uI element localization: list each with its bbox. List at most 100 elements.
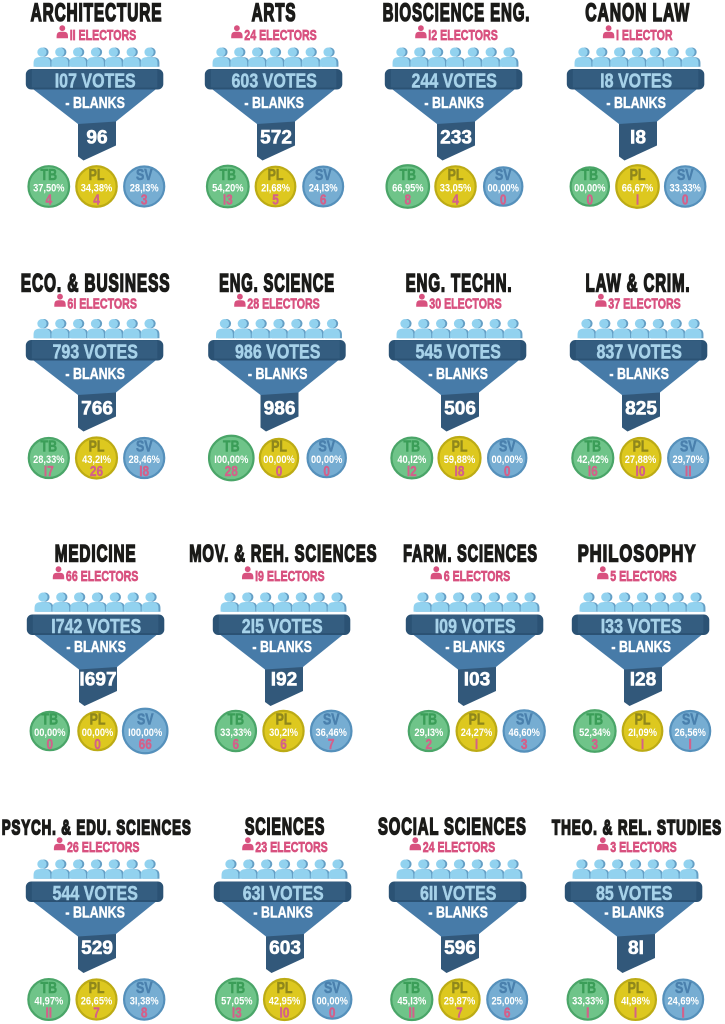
svg-text:986: 986 — [264, 398, 296, 419]
svg-text:66,67%: 66,67% — [622, 183, 654, 195]
svg-text:26 ELECTORS: 26 ELECTORS — [67, 838, 140, 855]
svg-text:SV: SV — [323, 710, 340, 728]
svg-text:SV: SV — [136, 166, 153, 184]
svg-text:23 ELECTORS: 23 ELECTORS — [255, 838, 328, 855]
svg-text:- BLANKS: - BLANKS — [424, 95, 484, 113]
svg-text:I0: I0 — [280, 1004, 290, 1020]
svg-text:SV: SV — [136, 437, 153, 455]
svg-text:I0: I0 — [636, 463, 646, 479]
svg-text:3: 3 — [141, 191, 148, 207]
svg-text:4: 4 — [45, 191, 52, 207]
svg-text:596: 596 — [444, 938, 476, 959]
svg-text:I697: I697 — [79, 669, 116, 690]
svg-text:SV: SV — [675, 979, 692, 997]
svg-text:7: 7 — [456, 1004, 463, 1020]
svg-text:4: 4 — [452, 191, 459, 207]
svg-text:SCIENCES: SCIENCES — [245, 814, 325, 841]
svg-text:- BLANKS: - BLANKS — [611, 639, 671, 657]
svg-text:00,00%: 00,00% — [316, 996, 348, 1008]
svg-text:I: I — [636, 191, 639, 207]
svg-text:SV: SV — [324, 979, 341, 997]
svg-text:PHILOSOPHY: PHILOSOPHY — [578, 540, 697, 567]
svg-text:545 VOTES: 545 VOTES — [416, 341, 501, 363]
svg-text:36,46%: 36,46% — [315, 728, 347, 740]
svg-text:42,95%: 42,95% — [269, 996, 301, 1008]
svg-text:233: 233 — [440, 127, 472, 148]
svg-text:PL: PL — [635, 710, 651, 728]
svg-text:- BLANKS: - BLANKS — [252, 639, 312, 657]
svg-text:2I,09%: 2I,09% — [628, 728, 657, 740]
svg-text:6II VOTES: 6II VOTES — [420, 882, 496, 904]
svg-text:2: 2 — [425, 736, 432, 752]
svg-text:28,I3%: 28,I3% — [130, 183, 159, 195]
svg-text:TB: TB — [41, 437, 58, 455]
svg-text:PL: PL — [268, 166, 284, 184]
svg-text:766: 766 — [81, 398, 113, 419]
svg-text:I00,00%: I00,00% — [128, 728, 162, 740]
svg-text:ENG. TECHN.: ENG. TECHN. — [406, 270, 513, 298]
svg-text:I07 VOTES: I07 VOTES — [55, 70, 136, 92]
svg-text:I9 ELECTORS: I9 ELECTORS — [255, 567, 325, 584]
svg-text:2I5 VOTES: 2I5 VOTES — [242, 615, 323, 637]
svg-text:0: 0 — [94, 736, 101, 752]
svg-text:30,2I%: 30,2I% — [269, 728, 298, 740]
svg-text:24,69%: 24,69% — [667, 996, 699, 1008]
svg-text:SV: SV — [516, 710, 533, 728]
svg-text:ENG. SCIENCE: ENG. SCIENCE — [219, 270, 335, 298]
svg-text:TB: TB — [228, 710, 245, 728]
svg-text:I92: I92 — [271, 669, 298, 690]
svg-text:00,00%: 00,00% — [574, 183, 606, 195]
svg-text:- BLANKS: - BLANKS — [604, 904, 664, 922]
svg-text:I3: I3 — [232, 1004, 242, 1020]
svg-text:TB: TB — [223, 437, 240, 455]
svg-text:II: II — [45, 1004, 52, 1020]
svg-text:96: 96 — [86, 127, 108, 148]
svg-text:42,42%: 42,42% — [577, 455, 609, 467]
svg-text:II: II — [685, 463, 692, 479]
svg-text:7: 7 — [93, 1004, 100, 1020]
svg-text:I: I — [682, 1004, 685, 1020]
svg-text:TB: TB — [580, 979, 597, 997]
svg-text:3: 3 — [591, 736, 598, 752]
svg-text:PL: PL — [633, 437, 649, 455]
svg-text:TB: TB — [404, 437, 421, 455]
svg-text:- BLANKS: - BLANKS — [609, 366, 669, 384]
svg-text:- BLANKS: - BLANKS — [244, 95, 304, 113]
svg-text:27,88%: 27,88% — [625, 455, 657, 467]
svg-text:6: 6 — [320, 191, 327, 207]
svg-text:PL: PL — [448, 166, 464, 184]
svg-text:I7: I7 — [44, 463, 54, 479]
svg-text:PL: PL — [89, 437, 105, 455]
svg-text:TB: TB — [400, 166, 417, 184]
svg-text:529: 529 — [81, 938, 113, 959]
svg-text:I: I — [475, 736, 478, 752]
svg-text:837 VOTES: 837 VOTES — [597, 341, 682, 363]
svg-text:986 VOTES: 986 VOTES — [235, 341, 320, 363]
svg-text:- BLANKS: - BLANKS — [428, 366, 488, 384]
svg-text:26: 26 — [90, 463, 103, 479]
svg-text:7: 7 — [328, 736, 335, 752]
svg-text:I8: I8 — [139, 463, 149, 479]
svg-text:43,2I%: 43,2I% — [82, 455, 111, 467]
svg-text:25,00%: 25,00% — [491, 996, 523, 1008]
svg-text:603: 603 — [269, 938, 301, 959]
svg-text:34,38%: 34,38% — [81, 183, 113, 195]
svg-text:0: 0 — [586, 191, 593, 207]
svg-text:I09 VOTES: I09 VOTES — [435, 615, 516, 637]
svg-text:37 ELECTORS: 37 ELECTORS — [608, 295, 681, 312]
svg-text:ARTS: ARTS — [252, 0, 297, 27]
svg-text:PL: PL — [452, 979, 468, 997]
svg-text:PL: PL — [452, 437, 468, 455]
svg-text:PL: PL — [469, 710, 485, 728]
svg-text:PL: PL — [628, 979, 644, 997]
svg-text:- BLANKS: - BLANKS — [65, 904, 125, 922]
svg-text:66 ELECTORS: 66 ELECTORS — [66, 567, 139, 584]
svg-text:54,20%: 54,20% — [212, 183, 244, 195]
svg-text:PL: PL — [271, 437, 287, 455]
svg-text:33,33%: 33,33% — [220, 728, 252, 740]
svg-text:57,05%: 57,05% — [221, 996, 253, 1008]
svg-text:- BLANKS: - BLANKS — [65, 366, 125, 384]
svg-text:3: 3 — [521, 736, 528, 752]
svg-text:LAW & CRIM.: LAW & CRIM. — [586, 270, 691, 298]
svg-text:0: 0 — [500, 191, 507, 207]
